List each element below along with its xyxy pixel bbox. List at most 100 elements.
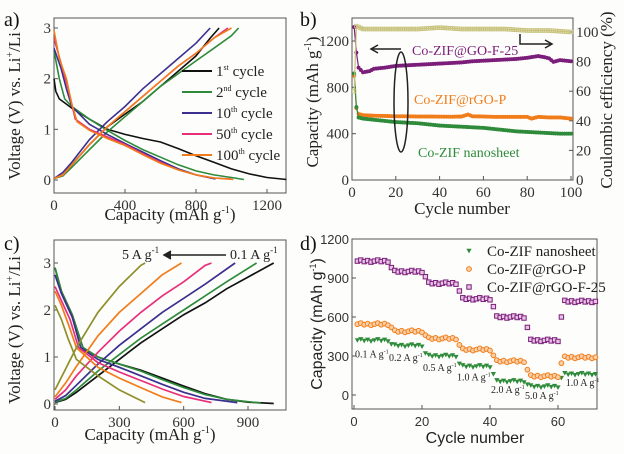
charge-curve	[54, 262, 275, 404]
nanosheet-point	[575, 372, 581, 377]
nanosheet-point	[466, 248, 472, 254]
gof25-point	[453, 281, 459, 287]
charge-curve-2	[53, 27, 240, 180]
panel-a-frame	[53, 17, 287, 194]
rgop-point	[487, 347, 493, 354]
nanosheet-point	[497, 379, 503, 385]
nanosheet-point	[538, 385, 544, 390]
series-line	[353, 25, 572, 92]
rate-label: 1.0 A g-1	[457, 373, 491, 384]
panel-b-ylabel: Capacity (mAh g-1)	[303, 36, 322, 167]
nanosheet-point	[392, 342, 398, 347]
rate-label: 5.0 A g-1	[525, 391, 559, 402]
nanosheet-point	[569, 371, 575, 377]
nanosheet-point	[552, 383, 558, 389]
y-tick-label: 1200	[319, 34, 349, 50]
discharge-curve-100	[53, 30, 234, 181]
panel-d-ylabel: Capacity (mAh g-1)	[308, 258, 326, 390]
y-tick-label: 0	[342, 173, 350, 189]
nanosheet-point	[450, 353, 456, 358]
rate-label: 0.5 A g-1	[423, 363, 457, 374]
nanosheet-point	[405, 343, 411, 348]
charge-curve-10	[53, 27, 211, 180]
nanosheet-point	[487, 365, 493, 370]
x-tick-label: 20	[415, 414, 429, 429]
nanosheet-point	[426, 352, 432, 358]
nanosheet-point	[501, 378, 507, 384]
annotation-0.1A: 0.1 A g-1	[230, 245, 278, 263]
nanosheet-point	[429, 354, 435, 359]
nanosheet-point	[541, 384, 547, 389]
x-tick-label: 600	[172, 415, 195, 431]
panel-b-ylabel-right: Coulombic efficiency (%)	[597, 11, 616, 188]
left-arrow-head	[369, 44, 379, 54]
rgop-point	[490, 352, 497, 359]
x-tick-label: 0	[50, 198, 58, 214]
panel-b-frame	[351, 17, 574, 181]
x-tick-label: 800	[185, 198, 208, 214]
nanosheet-point	[368, 339, 374, 344]
nanosheet-point	[375, 337, 381, 342]
nanosheet-point	[507, 379, 513, 384]
panel-b-xlabel: Cycle number	[414, 199, 510, 218]
nanosheet-point	[453, 354, 459, 360]
panel-b-label: b)	[300, 9, 317, 31]
legend-label: 100th cycle	[216, 147, 280, 164]
gof25-point	[490, 303, 497, 310]
rgop-point	[592, 354, 599, 361]
gof25-point	[456, 288, 463, 294]
nanosheet-point	[480, 364, 486, 370]
nanosheet-point	[395, 343, 401, 349]
panel-a-ylabel: Voltage (V) vs. Li+/Li	[5, 32, 24, 180]
nanosheet-point	[382, 337, 388, 343]
discharge-curve	[54, 274, 238, 404]
nanosheet-point	[399, 342, 405, 348]
y-right-tick-label: 20	[576, 143, 591, 159]
ce-point	[351, 89, 357, 94]
nanosheet-point	[443, 352, 449, 358]
annotation-5A: 5 A g-1	[122, 245, 159, 263]
nanosheet-point	[365, 337, 371, 343]
gof25-point	[592, 298, 599, 305]
charge-curve	[54, 262, 146, 391]
capacity-point	[568, 116, 574, 121]
y-right-tick-label: 80	[576, 55, 591, 71]
rgop-point	[456, 342, 463, 348]
x-tick-label: 0	[348, 185, 356, 201]
y-right-tick-label: 40	[576, 114, 591, 130]
y-tick-label: 0	[44, 397, 52, 413]
nanosheet-point	[361, 338, 367, 344]
capacity-point	[568, 131, 574, 136]
x-tick-label: 1200	[252, 198, 282, 214]
x-tick-label: 80	[520, 185, 535, 201]
charge-curve-100	[53, 27, 232, 180]
nanosheet-point	[436, 354, 442, 360]
nanosheet-point	[473, 364, 479, 369]
discharge-curve	[54, 286, 212, 404]
annotation-rgop: Co-ZIF@rGO-P	[414, 93, 506, 108]
x-tick-label: 400	[114, 198, 137, 214]
nanosheet-point	[511, 378, 517, 383]
gof25-point	[555, 338, 561, 345]
nanosheet-point	[562, 370, 568, 376]
discharge-curve	[54, 290, 182, 404]
x-tick-label: 40	[483, 414, 497, 429]
grouping-ellipse	[393, 51, 409, 153]
nanosheet-point	[535, 383, 541, 389]
x-tick-label: 60	[551, 414, 565, 429]
discharge-curve	[54, 304, 146, 404]
x-tick-label: 0	[51, 415, 59, 431]
rate-label: 1.0 A g-1	[566, 378, 600, 389]
nanosheet-point	[460, 363, 466, 368]
right-arrow-head	[544, 39, 554, 49]
y-right-tick-label: 0	[576, 173, 584, 189]
panel-c-xlabel: Capacity (mAh g-1)	[84, 425, 215, 444]
y-tick-label: 2	[44, 303, 52, 319]
legend-label: Co-ZIF@rGO-F-25	[487, 280, 606, 296]
charge-curve	[54, 262, 212, 400]
panel-c-ylabel: Voltage (V) vs. Li+/Li	[5, 256, 24, 404]
panel-d-label: d)	[300, 233, 317, 255]
legend-label: 2nd cycle	[216, 84, 267, 101]
y-tick-label: 800	[327, 80, 350, 96]
